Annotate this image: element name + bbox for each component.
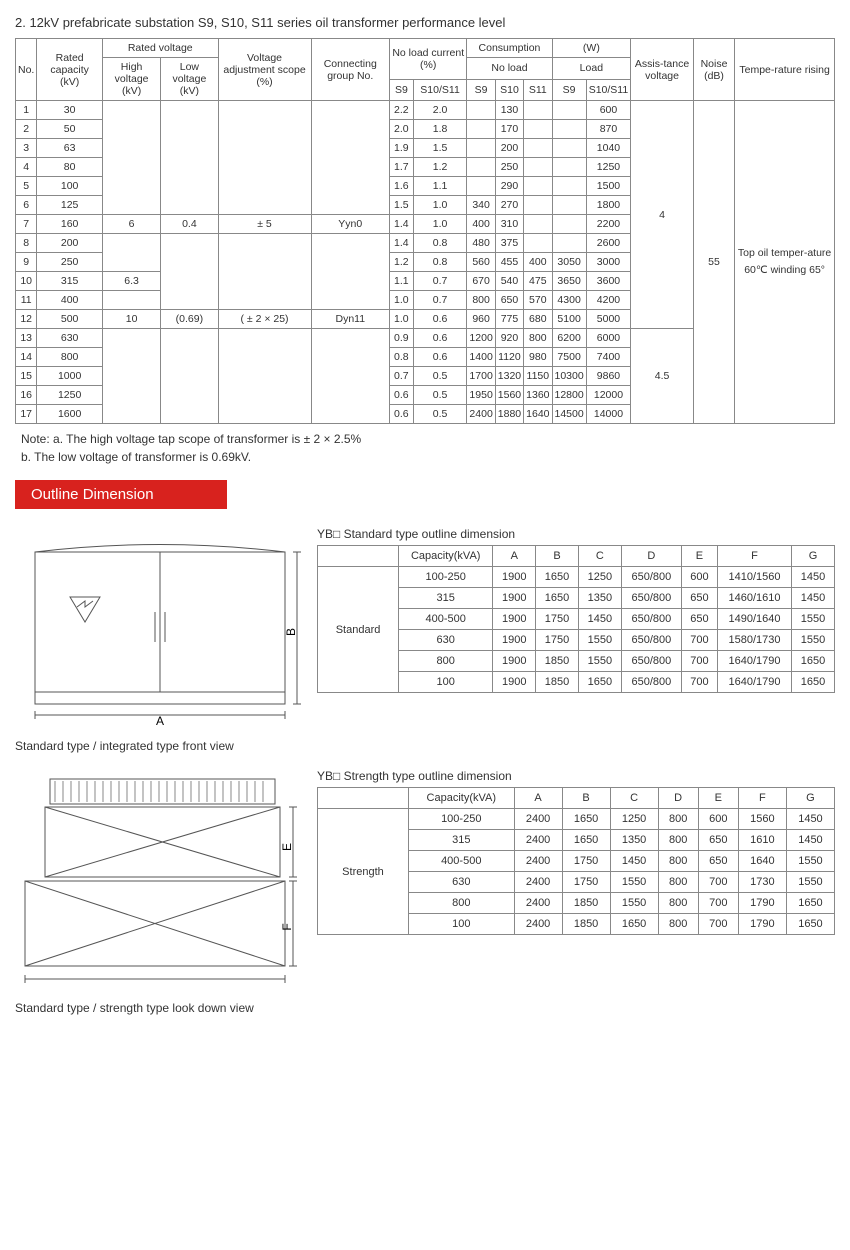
strength-title: YB□ Strength type outline dimension: [317, 769, 835, 783]
standard-table: Capacity(kVA)ABCDEFG Standard100-2501900…: [317, 545, 835, 693]
standard-caption: Standard type / integrated type front vi…: [15, 739, 835, 753]
front-view-diagram: A B: [15, 527, 305, 727]
svg-text:E: E: [280, 843, 294, 851]
th-temp: Tempe-rature rising: [735, 39, 835, 101]
performance-table: No. Rated capacity (kV) Rated voltage Vo…: [15, 38, 835, 424]
th-rated-voltage: Rated voltage: [102, 39, 218, 58]
standard-title: YB□ Standard type outline dimension: [317, 527, 835, 541]
table-row: 1302.22.0130600455Top oil temper-ature 6…: [16, 101, 835, 120]
outline-banner: Outline Dimension: [15, 480, 227, 509]
th-s9c: S9: [552, 79, 586, 101]
svg-text:A: A: [156, 714, 164, 727]
th-consumption: Consumption: [467, 39, 552, 58]
th-s10s11c: S10/S11: [586, 79, 631, 101]
th-w: (W): [552, 39, 631, 58]
th-s11b: S11: [524, 79, 552, 101]
top-view-diagram: E F: [15, 769, 305, 989]
table-row: Standard100-250190016501250650/800600141…: [318, 567, 835, 588]
th-s9a: S9: [390, 79, 414, 101]
th-noload: No load: [467, 58, 552, 80]
th-no: No.: [16, 39, 37, 101]
th-hv: High voltage (kV): [102, 58, 160, 101]
svg-text:B: B: [284, 628, 298, 636]
page-title: 2. 12kV prefabricate substation S9, S10,…: [15, 15, 835, 30]
notes: Note: a. The high voltage tap scope of t…: [21, 430, 835, 466]
th-lv: Low voltage (kV): [161, 58, 218, 101]
table-row: Strength100-2502400165012508006001560145…: [318, 809, 835, 830]
th-s9b: S9: [467, 79, 495, 101]
th-noload-current: No load current (%): [390, 39, 467, 80]
strength-table: Capacity(kVA)ABCDEFG Strength100-2502400…: [317, 787, 835, 935]
th-s10s11a: S10/S11: [413, 79, 467, 101]
th-vadj: Voltage adjustment scope (%): [218, 39, 311, 101]
th-noise: Noise (dB): [693, 39, 734, 101]
th-assist: Assis-tance voltage: [631, 39, 694, 101]
svg-text:F: F: [280, 923, 294, 930]
strength-caption: Standard type / strength type look down …: [15, 1001, 835, 1015]
th-load: Load: [552, 58, 631, 80]
th-capacity: Rated capacity (kV): [37, 39, 103, 101]
th-connecting: Connecting group No.: [311, 39, 390, 101]
th-s10b: S10: [495, 79, 523, 101]
